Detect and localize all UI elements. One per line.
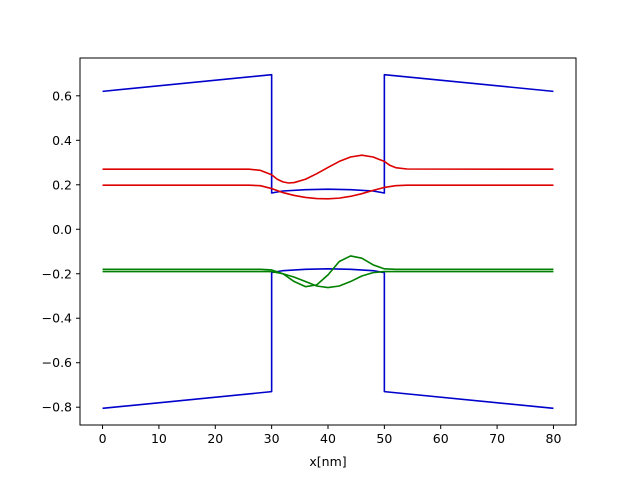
x-tick-label: 30 — [264, 431, 280, 446]
series-line-4 — [102, 184, 554, 200]
series-line-6 — [102, 270, 554, 289]
x-tick-label: 10 — [151, 431, 167, 446]
y-tick-label: 0.2 — [52, 177, 72, 192]
x-tick-label: 0 — [99, 431, 107, 446]
x-tick-label: 50 — [376, 431, 392, 446]
series-line-1 — [102, 73, 554, 194]
y-tick-label: −0.2 — [42, 266, 72, 281]
x-axis-label: x[nm] — [309, 454, 346, 469]
y-tick-label: 0.6 — [52, 88, 72, 103]
y-tick-label: −0.8 — [42, 400, 72, 415]
x-tick-label: 70 — [489, 431, 505, 446]
y-tick-label: −0.4 — [42, 311, 72, 326]
series-line-5 — [102, 255, 554, 288]
series-line-3 — [102, 154, 554, 184]
x-tick-label: 80 — [546, 431, 562, 446]
y-tick-label: 0.0 — [52, 222, 72, 237]
series-layer — [102, 73, 554, 410]
series-line-2 — [102, 268, 554, 410]
x-tick-label: 40 — [320, 431, 336, 446]
y-tick-label: −0.6 — [42, 355, 72, 370]
x-axis-ticks: 0 10 20 30 40 50 60 70 80 — [99, 425, 562, 446]
y-axis-ticks: −0.8 −0.6 −0.4 −0.2 0.0 0.2 0.4 0.6 — [42, 88, 80, 415]
y-tick-label: 0.4 — [52, 133, 72, 148]
x-tick-label: 60 — [433, 431, 449, 446]
x-tick-label: 20 — [207, 431, 223, 446]
